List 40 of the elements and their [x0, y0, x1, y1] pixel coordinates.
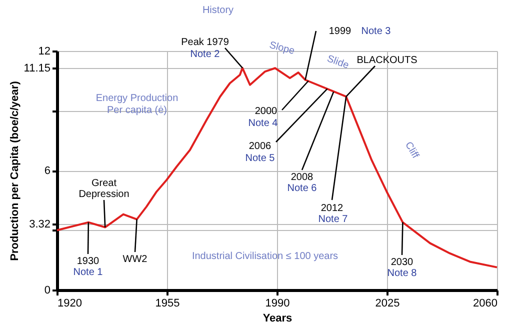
- annotation: 2008: [290, 172, 314, 183]
- x-tick-label: 1990: [265, 298, 290, 310]
- x-tick-label: 1920: [58, 298, 82, 310]
- annotation: Note 7: [318, 214, 348, 225]
- y-tick-label: 0: [44, 284, 50, 296]
- annotation: Cliff: [402, 140, 421, 161]
- annotation: 2006: [248, 141, 272, 152]
- annotation: Slide: [325, 53, 351, 72]
- annotation: Industrial Civilisation ≤ 100 years: [192, 251, 338, 262]
- annotation: 2030: [390, 257, 414, 268]
- annotation: Peak 1979: [181, 37, 230, 48]
- x-tick-label: 2060: [473, 298, 498, 310]
- annotation: Slope: [268, 40, 296, 58]
- annotation: Note 4: [248, 118, 278, 129]
- x-tick-label: 2025: [375, 298, 400, 310]
- y-tick-label: 11.15: [24, 62, 50, 74]
- annotation: 1930: [76, 256, 100, 267]
- y-tick-label: 3.32: [29, 218, 50, 230]
- y-tick-label: 6: [44, 165, 50, 177]
- annotation: WW2: [122, 254, 148, 265]
- annotation: Per capita (ė): [106, 105, 168, 116]
- annotation: Note 1: [73, 267, 104, 278]
- annotation: Note 6: [287, 183, 318, 194]
- annotation: Depression: [78, 189, 130, 200]
- annotation: Great: [91, 178, 117, 189]
- text: History: [202, 5, 234, 16]
- x-axis-title: Years: [262, 312, 292, 324]
- annotation: Note 2: [190, 49, 220, 60]
- text: Note 3: [361, 26, 392, 37]
- annotation: Energy Production: [96, 93, 178, 104]
- line-series: [56, 66, 498, 268]
- annotation: 1999: [328, 26, 352, 37]
- y-axis-title: Production per Capita (boe/c/year): [8, 80, 21, 261]
- x-tick-label: 1955: [155, 298, 180, 310]
- y-tick-label: 12: [38, 46, 50, 58]
- annotation: 2012: [320, 203, 344, 214]
- annotation: Note 8: [387, 268, 418, 279]
- annotation: Note 5: [245, 153, 276, 164]
- annotation: BLACKOUTS: [356, 55, 418, 66]
- annotation: 2000: [254, 106, 278, 117]
